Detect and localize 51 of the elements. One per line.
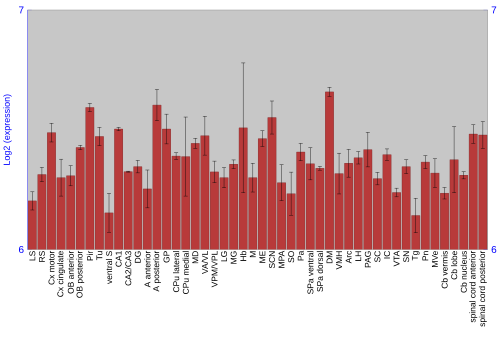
x-tick-label: SO (288, 250, 294, 262)
x-tick-label: Cb vermis (441, 250, 448, 288)
x-tick-label: OB posterior (76, 250, 84, 298)
x-tick-label: VA/VL (202, 250, 208, 274)
x-tick-label: Pa (298, 250, 304, 260)
x-tick-label: CPu lateral (173, 251, 180, 292)
x-tick-label: SC (374, 250, 380, 262)
x-tick-label: SCN (268, 251, 275, 268)
x-tick-label: Pir (86, 250, 93, 260)
x-tick-label: LS (29, 250, 36, 260)
x-tick-label: Tg (412, 251, 420, 260)
y-axis-title: Log2 (expression) (3, 94, 12, 165)
x-tick-label: GP (164, 251, 170, 262)
x-tick-label: VPM/VPL (211, 250, 218, 288)
x-tick-label: DG (134, 251, 141, 263)
x-tick-label: RS (38, 250, 45, 262)
x-tick-label: Hb (240, 250, 246, 261)
x-tick-label: CA1 (116, 250, 122, 267)
x-tick-label: SPa dorsal (316, 251, 323, 292)
x-tick-label: SPa ventral (307, 251, 314, 294)
x-tick-label: M (250, 251, 256, 257)
x-tick-label: Cx cingulate (57, 250, 66, 297)
x-tick-label: spinal cord posterior (478, 250, 487, 326)
x-tick-label: Arc (346, 250, 352, 264)
x-tick-label: Tu (96, 251, 102, 260)
x-tick-label: IC (384, 250, 390, 258)
x-tick-label: PAG (364, 251, 371, 268)
x-tick-label: SN (403, 251, 410, 262)
x-tick-label: CPu medial (182, 251, 189, 294)
x-tick-label: Cx motor (48, 250, 54, 284)
x-tick-label: Cb nucleus (460, 250, 467, 292)
x-tick-label: A anterior (144, 250, 150, 288)
x-tick-label: ME (259, 250, 266, 263)
x-tick-label: DM (326, 251, 332, 264)
x-tick-label: CA2/CA3 (125, 250, 132, 286)
x-tick-label: spinal cord anterior (469, 250, 478, 322)
x-tick-label: A posterior (152, 250, 161, 292)
x-tick-label: MPA (278, 250, 284, 268)
x-tick-label: MD (192, 250, 198, 264)
x-tick-label: VTA (394, 250, 400, 266)
x-tick-label: OB anterior (68, 250, 74, 294)
x-tick-label: Cb lobe (450, 250, 458, 280)
y2-tick-label: 6 (492, 246, 496, 253)
x-tick-label: VMH (336, 251, 342, 270)
x-tick-label: Pn (422, 251, 428, 260)
x-tick-label: MVe (432, 250, 438, 267)
x-tick-label: LG (221, 251, 228, 262)
y2-tick-label: 7 (492, 6, 496, 14)
x-tick-label: MG (230, 251, 237, 264)
x-tick-label: LH (355, 251, 362, 261)
x-tick-label: ventral S (106, 250, 112, 284)
